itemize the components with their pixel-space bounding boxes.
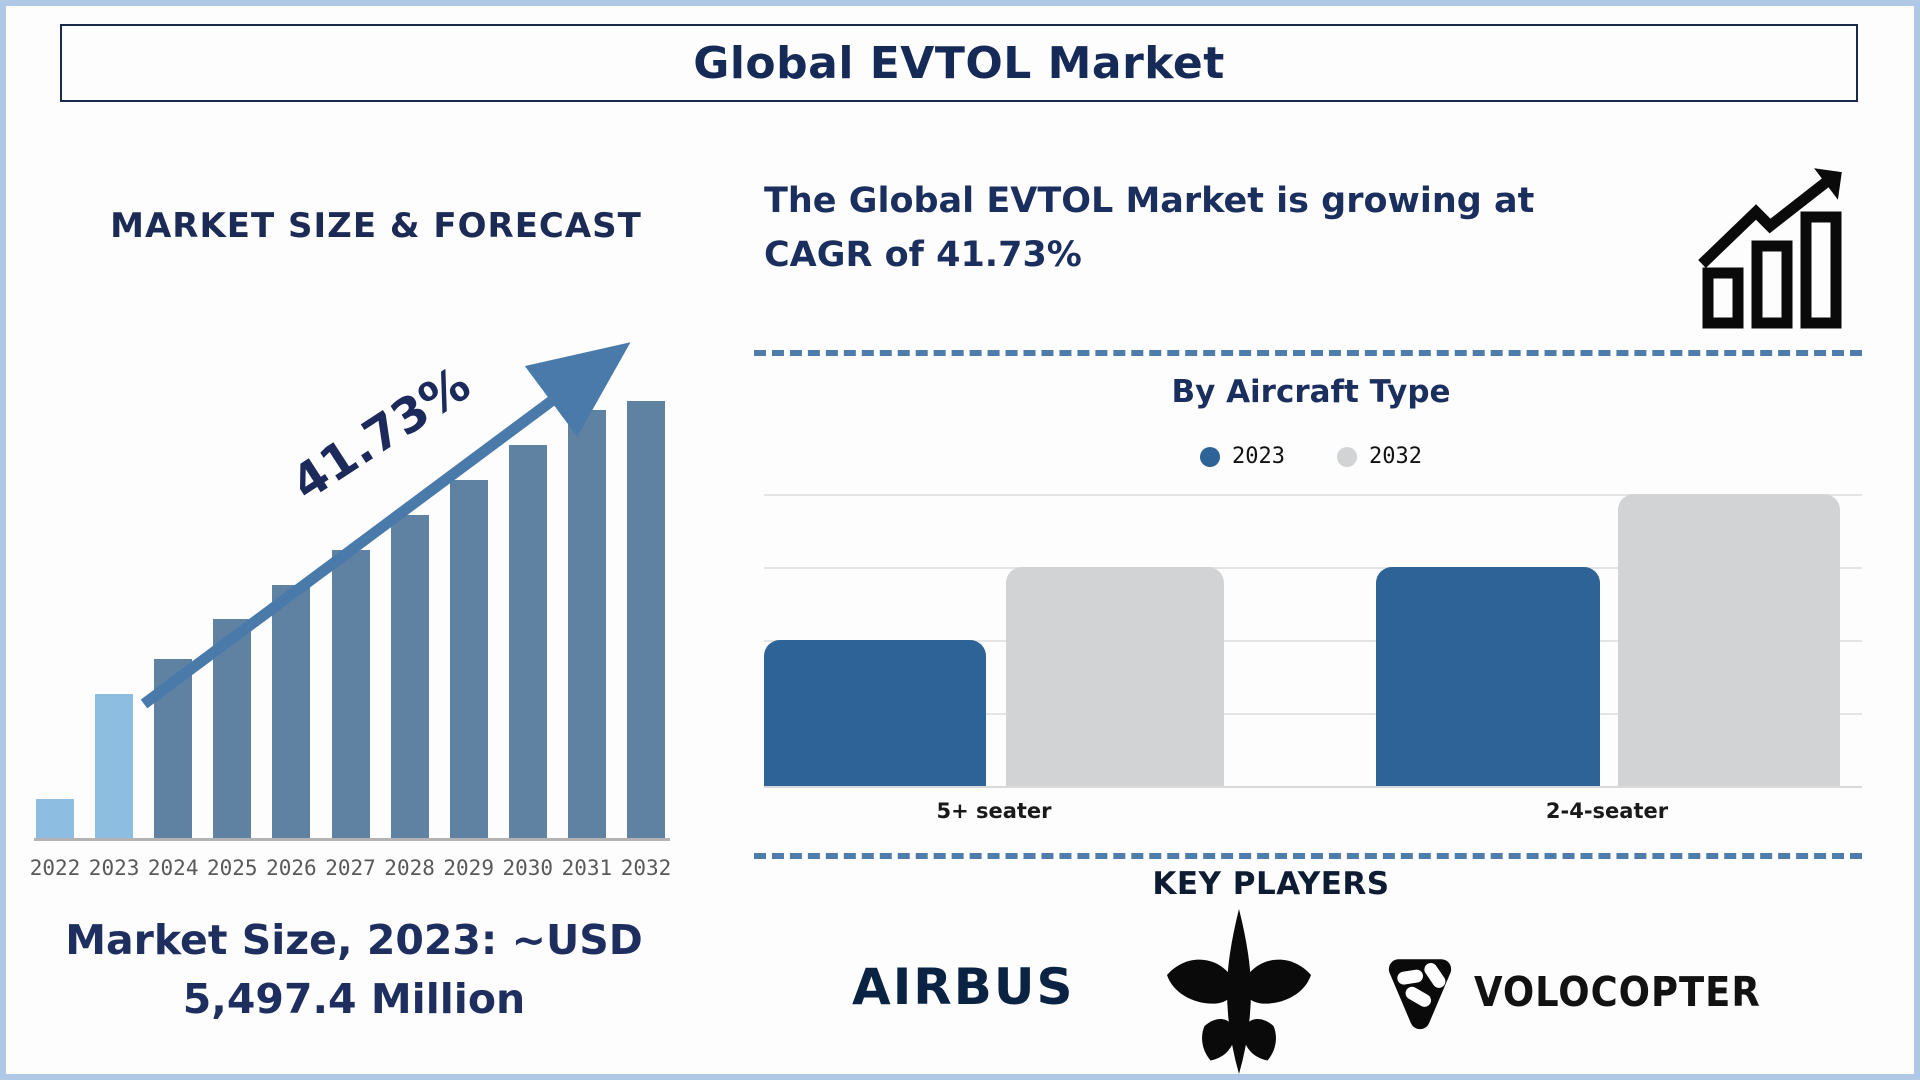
year-tick-2024: 2024 <box>147 856 199 880</box>
forecast-bar-2028 <box>390 515 429 838</box>
legend-item-2032: 2032 <box>1337 444 1422 469</box>
legend-label-2023: 2023 <box>1232 444 1285 469</box>
page-title: Global EVTOL Market <box>693 37 1225 89</box>
market-size-callout: Market Size, 2023: ~USD 5,497.4 Million <box>26 911 682 1030</box>
volocopter-logo-icon <box>1388 959 1452 1030</box>
key-players-heading: KEY PLAYERS <box>1152 866 1390 902</box>
legend-dot-2032 <box>1337 446 1357 467</box>
year-tick-2022: 2022 <box>29 856 81 880</box>
forecast-bar-2024 <box>154 659 193 838</box>
forecast-bar-2029 <box>449 480 488 838</box>
aircraft-bar-2023-2-4-seater <box>1376 567 1600 786</box>
bar-chart-growth-icon <box>1698 168 1842 329</box>
forecast-bar-2031 <box>567 410 606 838</box>
year-tick-2030: 2030 <box>502 856 554 880</box>
title-box: Global EVTOL Market <box>60 24 1858 102</box>
dashed-divider-top <box>754 350 1862 356</box>
year-tick-2028: 2028 <box>384 856 435 880</box>
legend-label-2032: 2032 <box>1369 444 1422 469</box>
cagr-headline: The Global EVTOL Market is growing at CA… <box>764 174 1664 283</box>
legend-item-2023: 2023 <box>1200 444 1285 469</box>
gridline <box>764 494 1862 496</box>
market-size-line2: 5,497.4 Million <box>182 975 526 1024</box>
aircraft-bar-2032-2-4-seater <box>1618 494 1840 786</box>
legend-dot-2023 <box>1200 446 1221 467</box>
year-tick-2031: 2031 <box>561 856 613 880</box>
aircraft-type-bar-chart <box>764 492 1862 788</box>
gridline <box>764 567 1862 569</box>
forecast-bar-2023 <box>95 694 134 838</box>
aircraft-chart-legend: 2023 2032 <box>761 444 1861 469</box>
dashed-divider-bottom <box>754 853 1862 859</box>
cagr-headline-line2: CAGR of 41.73% <box>764 235 1082 276</box>
year-tick-2027: 2027 <box>325 856 376 880</box>
forecast-bar-2026 <box>272 585 311 838</box>
market-size-forecast-heading: MARKET SIZE & FORECAST <box>110 206 642 246</box>
year-tick-2032: 2032 <box>620 856 672 880</box>
year-tick-2025: 2025 <box>207 856 258 880</box>
aircraft-type-chart-title: By Aircraft Type <box>1171 374 1451 410</box>
year-tick-2029: 2029 <box>443 856 494 880</box>
volocopter-wordmark: VOLOCOPTER <box>1474 968 1761 1016</box>
category-label-5plus-seater: 5+ seater <box>936 799 1052 823</box>
forecast-year-axis: 2022 2023 2024 2025 2026 2027 2028 2029 2030 2031… <box>30 856 672 884</box>
year-tick-2023: 2023 <box>88 856 140 880</box>
forecast-bar-2027 <box>331 550 370 838</box>
category-label-2-4-seater: 2-4-seater <box>1545 799 1669 823</box>
forecast-bar-2025 <box>213 619 252 838</box>
market-size-line1: Market Size, 2023: ~USD <box>65 916 643 964</box>
aircraft-bar-2023-5+-seater <box>764 640 986 786</box>
forecast-bar-2022 <box>36 799 74 838</box>
year-tick-2026: 2026 <box>266 856 317 880</box>
gridline <box>764 713 1862 715</box>
aircraft-bar-2032-5+-seater <box>1006 567 1224 786</box>
gridline <box>764 640 1862 642</box>
airbus-logo: AIRBUS <box>852 958 1075 1016</box>
forecast-bar-2032 <box>627 401 665 838</box>
x-axis-baseline <box>764 786 1862 788</box>
lilium-flower-logo-icon <box>1167 909 1311 1074</box>
forecast-bar-2030 <box>508 445 547 838</box>
cagr-headline-line1: The Global EVTOL Market is growing at <box>764 181 1535 221</box>
